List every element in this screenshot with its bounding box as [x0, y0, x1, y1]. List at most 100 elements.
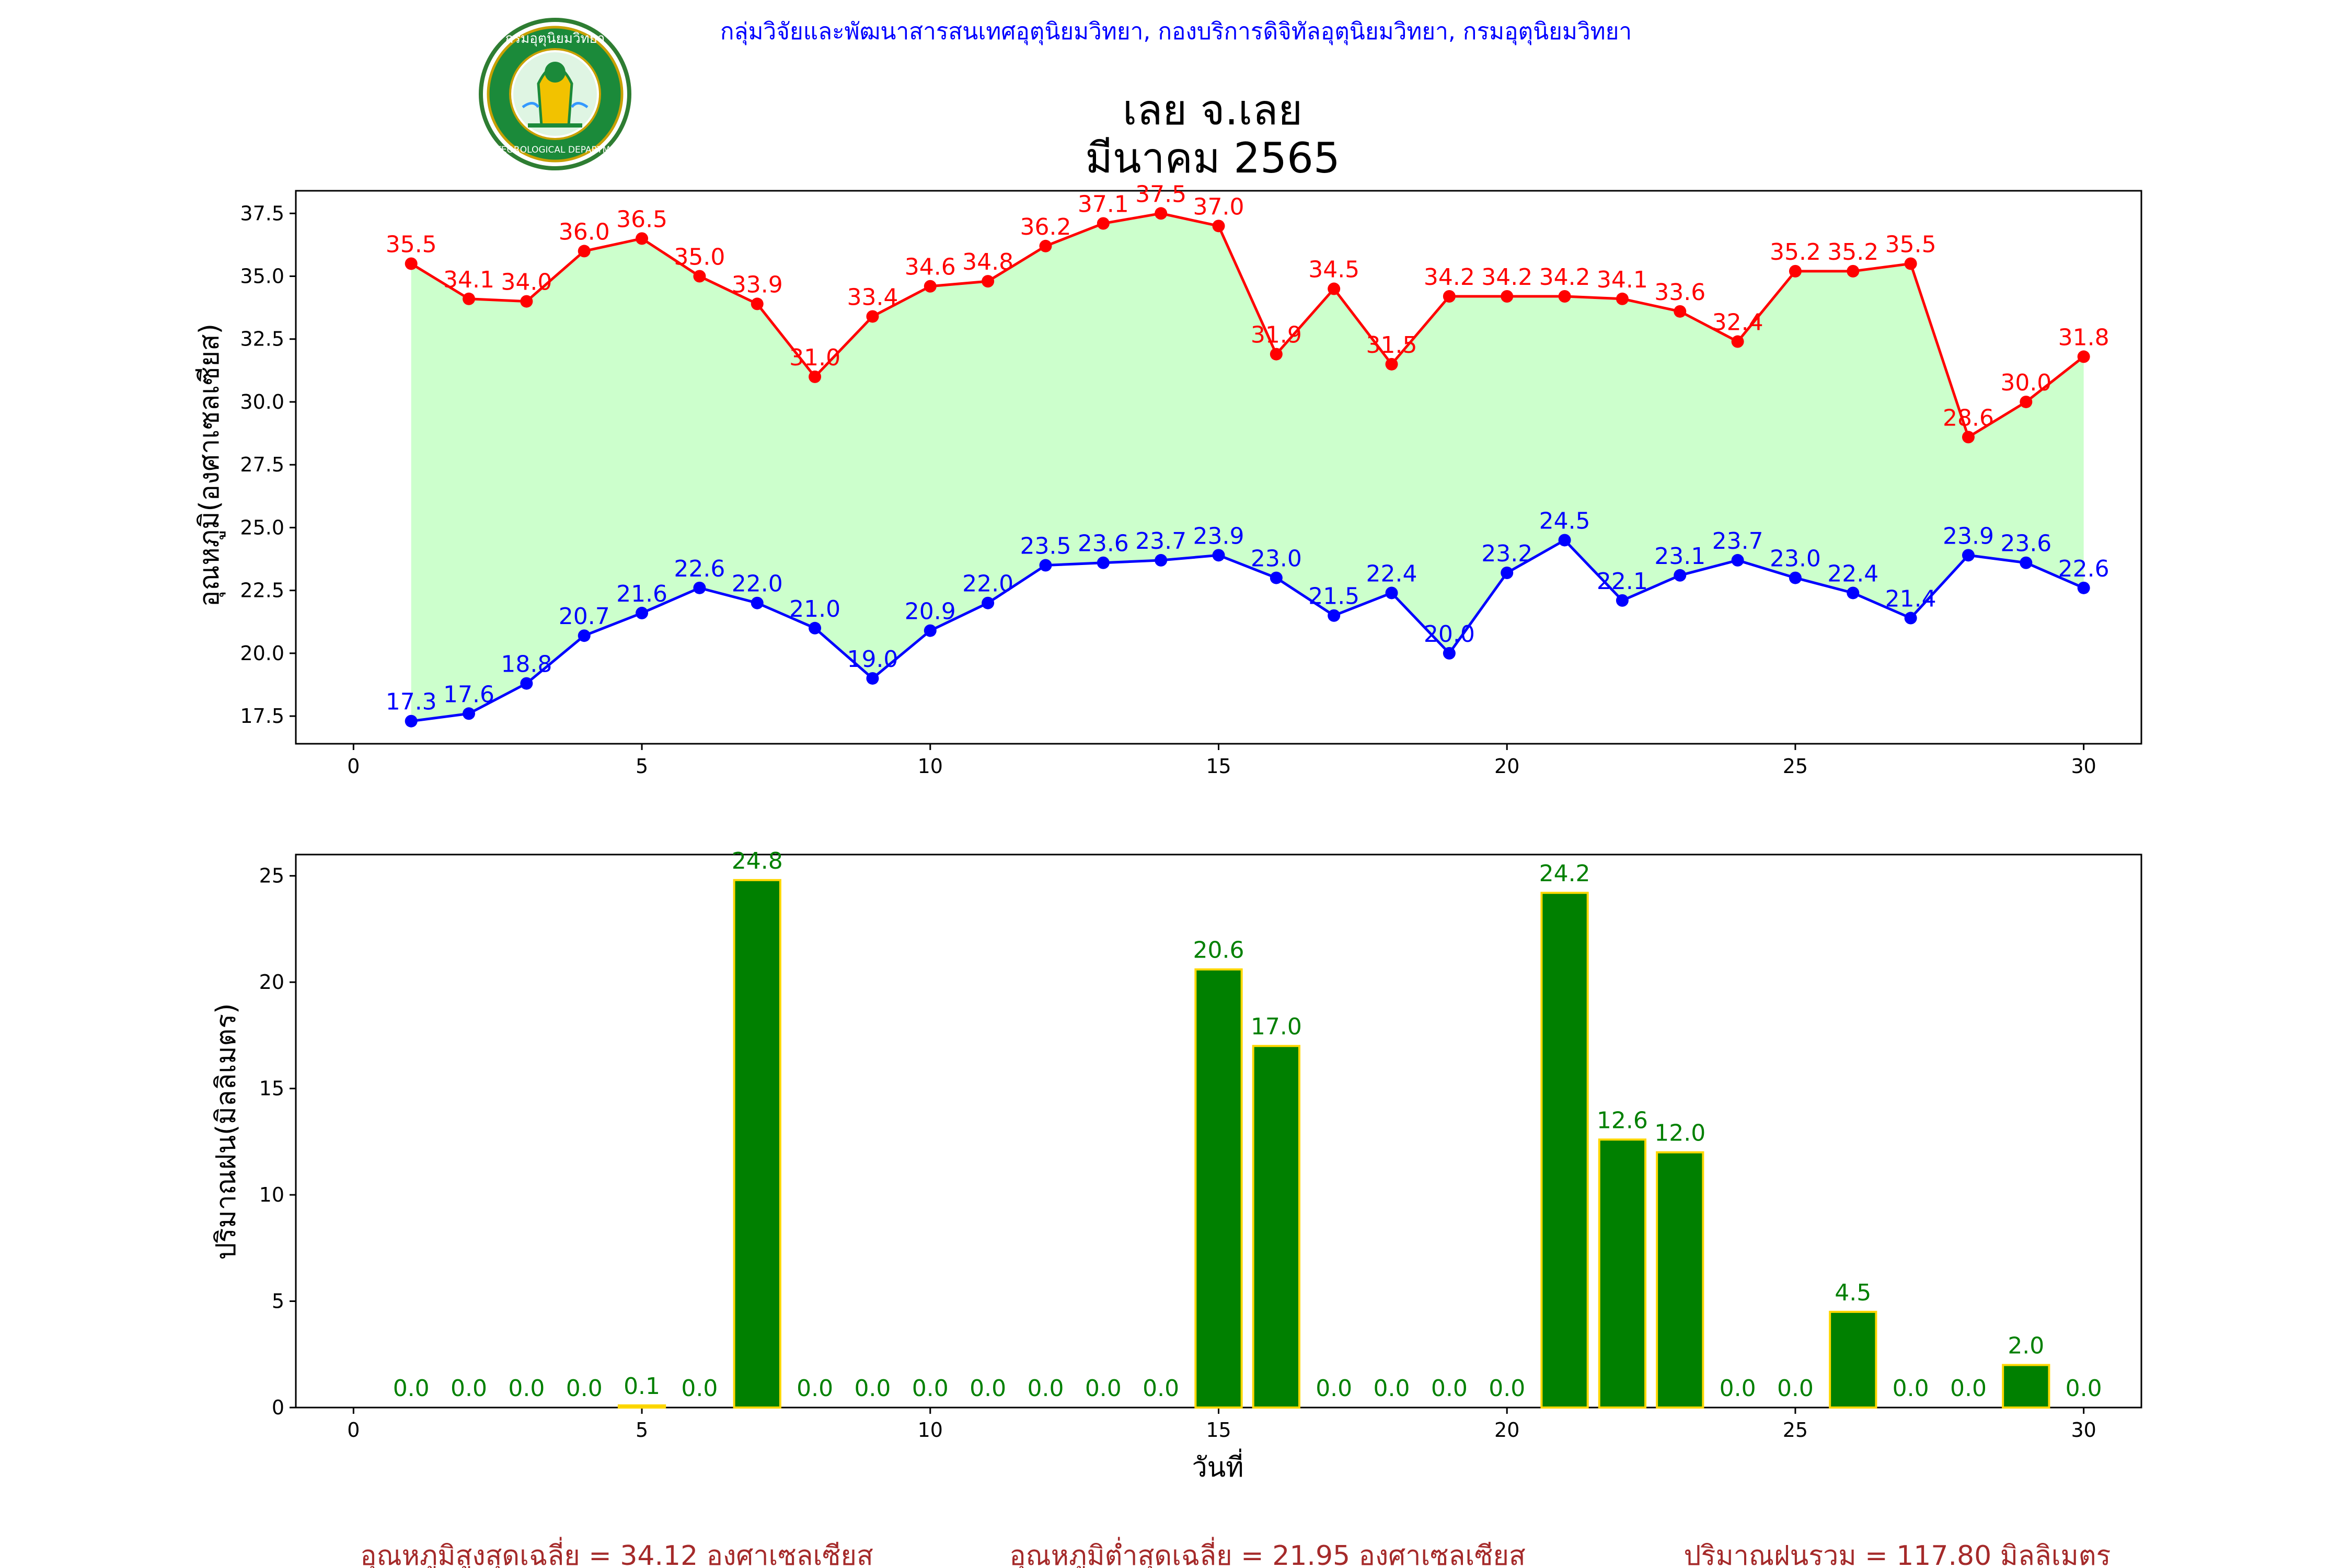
rain-value-label: 12.6	[1597, 1107, 1648, 1134]
max-temperature-point	[1789, 264, 1802, 278]
y-tick-label: 27.5	[240, 453, 284, 476]
footer-avg-max: อุณหภูมิสูงสุดเฉลี่ย = 34.12 องศาเซลเซีย…	[360, 1537, 873, 1568]
max-temperature-point	[1328, 282, 1341, 295]
min-temperature-point	[1039, 559, 1052, 572]
rain-bar	[1829, 1310, 1877, 1409]
max-temperature-label: 33.9	[732, 271, 783, 298]
min-temperature-point	[578, 629, 591, 642]
x-tick-label: 25	[1783, 755, 1808, 778]
rain-bar	[1598, 1138, 1647, 1409]
rain-value-label: 0.0	[508, 1375, 545, 1402]
rain-value-label: 0.0	[1777, 1375, 1814, 1402]
min-temperature-point	[1501, 566, 1514, 579]
rain-value-label: 0.0	[1027, 1375, 1064, 1402]
min-temperature-point	[405, 714, 418, 728]
min-temperature-point	[1962, 549, 1975, 562]
rain-value-label: 20.6	[1193, 937, 1244, 964]
rain-value-label: 0.0	[1893, 1375, 1929, 1402]
rain-value-label: 0.0	[1720, 1375, 1756, 1402]
y-tick-label: 15	[259, 1077, 284, 1100]
min-temperature-point	[1674, 569, 1687, 582]
max-temperature-label: 37.5	[1135, 181, 1186, 207]
min-temperature-label: 24.5	[1539, 508, 1590, 534]
min-temperature-label: 19.0	[847, 646, 898, 673]
y-tick-label: 10	[259, 1183, 284, 1206]
min-temperature-point	[1385, 586, 1398, 599]
max-temperature-label: 34.1	[443, 267, 494, 293]
rain-value-label: 0.0	[970, 1375, 1006, 1402]
y-tick-label: 22.5	[240, 579, 284, 602]
max-temperature-point	[2020, 395, 2033, 408]
min-temperature-point	[866, 672, 879, 685]
max-temperature-point	[982, 275, 995, 288]
org-line: กลุ่มวิจัยและพัฒนาสารสนเทศอุตุนิยมวิทยา,…	[720, 18, 1632, 45]
rain-bar	[1540, 892, 1589, 1409]
max-temperature-label: 35.2	[1827, 239, 1878, 266]
x-tick-label: 15	[1206, 1419, 1231, 1442]
max-temperature-label: 30.0	[2000, 370, 2051, 396]
rain-value-label: 0.0	[566, 1375, 603, 1402]
logo-top-text: กรมอุตุนิยมวิทยา	[505, 31, 605, 47]
rain-value-label: 12.0	[1654, 1120, 1705, 1147]
rain-value-label: 0.0	[1489, 1375, 1525, 1402]
min-temperature-label: 23.1	[1654, 543, 1705, 570]
min-temperature-point	[1328, 609, 1341, 622]
max-temperature-label: 31.5	[1366, 332, 1417, 359]
max-temperature-point	[1270, 348, 1283, 361]
max-temperature-label: 34.5	[1308, 257, 1359, 283]
x-tick-label: 10	[918, 755, 943, 778]
max-temperature-label: 31.9	[1251, 322, 1302, 349]
min-temperature-point	[1904, 612, 1917, 625]
min-temperature-point	[1616, 594, 1629, 607]
min-temperature-point	[1097, 556, 1110, 569]
rain-bar	[1252, 1045, 1300, 1409]
rain-value-label: 0.0	[1374, 1375, 1410, 1402]
max-temperature-label: 37.1	[1078, 191, 1129, 218]
max-temperature-point	[1097, 217, 1110, 230]
max-temperature-point	[1443, 290, 1456, 303]
department-logo: กรมอุตุนิยมวิทยา METEOROLOGICAL DEPARTME…	[479, 18, 631, 170]
min-temperature-point	[924, 624, 937, 637]
min-temperature-label: 18.8	[501, 651, 552, 678]
min-temperature-label: 23.9	[1943, 523, 1994, 549]
temperature-range-fill	[411, 213, 2084, 721]
max-temperature-label: 34.2	[1481, 264, 1532, 291]
min-temperature-point	[1789, 571, 1802, 584]
min-temperature-point	[2020, 556, 2033, 569]
rain-value-label: 0.0	[912, 1375, 949, 1402]
rain-value-label: 0.1	[624, 1373, 660, 1400]
max-temperature-label: 34.2	[1424, 264, 1475, 291]
min-temperature-label: 21.4	[1885, 586, 1936, 613]
y-tick-label: 35.0	[240, 265, 284, 288]
max-temperature-label: 35.2	[1770, 239, 1821, 266]
x-tick-label: 5	[636, 755, 648, 778]
y-tick-label: 25.0	[240, 516, 284, 539]
rain-bar	[617, 1404, 666, 1409]
min-temperature-point	[520, 677, 533, 690]
min-temperature-label: 23.0	[1251, 546, 1302, 572]
max-temperature-label: 36.2	[1020, 214, 1071, 240]
max-temperature-label: 34.0	[501, 269, 552, 296]
max-temperature-label: 35.5	[1885, 231, 1936, 258]
max-temperature-point	[924, 280, 937, 293]
footer-avg-min: อุณหภูมิต่ำสุดเฉลี่ย = 21.95 องศาเซลเซีย…	[1009, 1537, 1525, 1568]
max-temperature-point	[1212, 220, 1225, 233]
min-temperature-point	[636, 606, 649, 619]
rain-value-label: 0.0	[2066, 1375, 2102, 1402]
y-tick-label: 30.0	[240, 390, 284, 413]
min-temperature-label: 23.6	[1078, 531, 1129, 557]
x-tick-label: 10	[918, 1419, 943, 1442]
min-temperature-label: 20.9	[905, 598, 956, 625]
max-temperature-point	[520, 295, 533, 308]
rain-value-label: 24.8	[732, 848, 783, 874]
x-tick-label: 0	[347, 755, 360, 778]
max-temperature-point	[1962, 431, 1975, 444]
footer-total-rain: ปริมาณฝนรวม = 117.80 มิลลิเมตร	[1684, 1540, 2111, 1568]
y-tick-label: 20.0	[240, 642, 284, 665]
min-temperature-label: 23.2	[1481, 540, 1532, 567]
max-temperature-label: 34.6	[905, 254, 956, 281]
min-temperature-label: 22.6	[674, 556, 725, 582]
rain-value-label: 0.0	[1316, 1375, 1352, 1402]
x-tick-label: 30	[2071, 755, 2096, 778]
